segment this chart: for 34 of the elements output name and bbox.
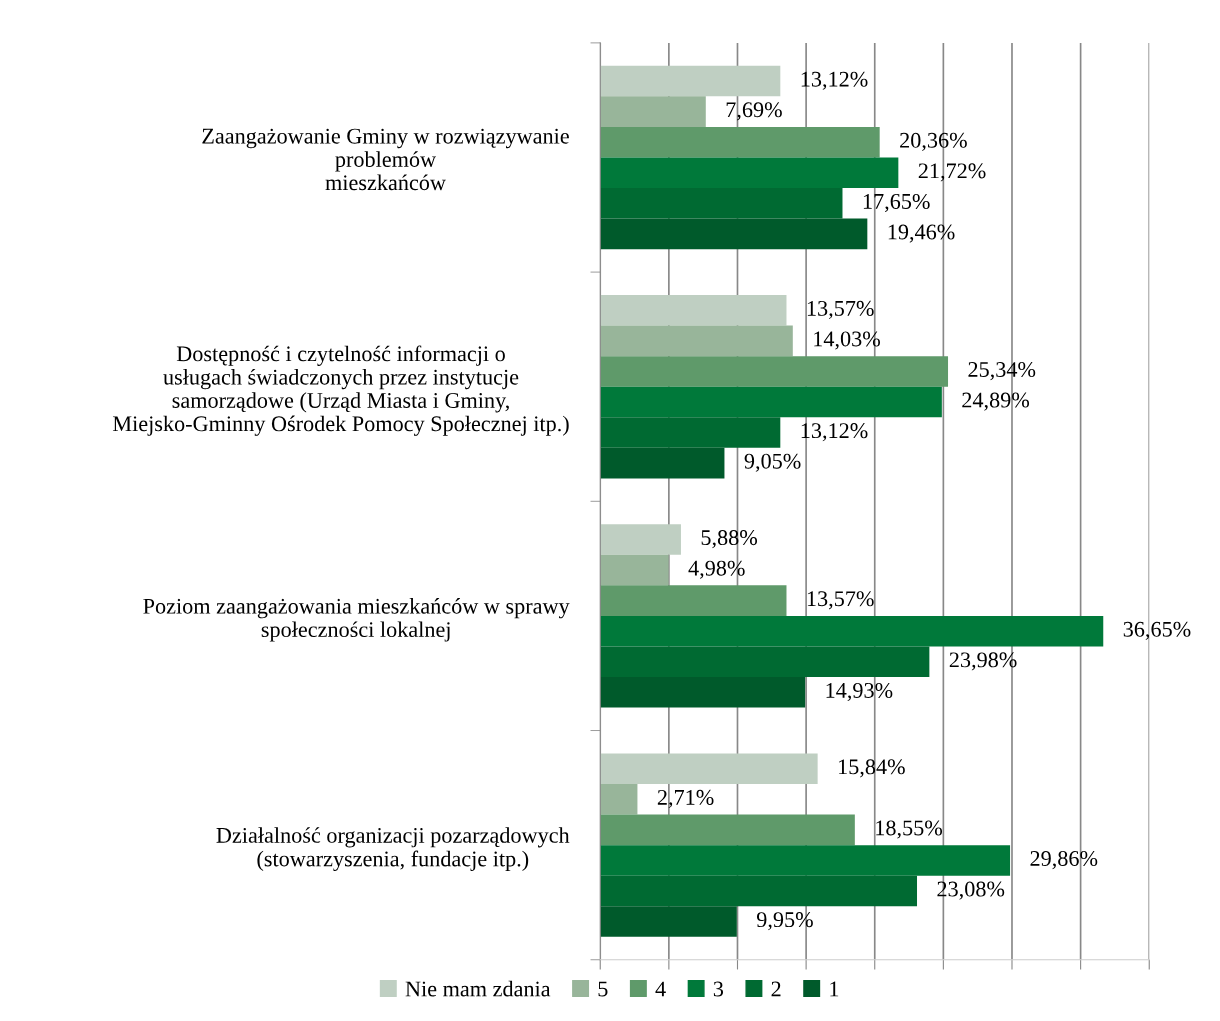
data-label: 2,71%: [657, 789, 714, 809]
y-tick-label: Zaangażowanie Gminy w rozwiązywanie problemów mieszkańców: [202, 128, 569, 191]
legend-label: 4: [655, 981, 666, 997]
legend-label: 2: [771, 981, 781, 997]
data-label: 17,65%: [863, 193, 930, 213]
data-label: 20,36%: [900, 132, 967, 151]
data-label: 5,88%: [701, 530, 758, 549]
data-label: 19,46%: [888, 224, 955, 243]
y-tick-label: Poziom zaangażowania mieszkańców w sprawy społeczności lokalnej: [143, 598, 570, 642]
data-label: 9,05%: [744, 453, 801, 472]
legend-label: 3: [713, 981, 724, 997]
data-label: 7,69%: [726, 102, 782, 121]
data-label: 21,72%: [918, 163, 986, 182]
data-label: 13,57%: [807, 300, 874, 320]
data-label: 25,34%: [968, 361, 1036, 381]
data-label: 15,84%: [839, 759, 905, 778]
y-tick-label: Dostępność i czytelność informacji o usługach świadczonych przez instytucje samorządowe (Urząd Miasta i Gminy, Miejsko-Gminny Ośrodek Pomocy Społecznej itp.): [112, 345, 569, 436]
data-label: 9,95%: [756, 912, 813, 931]
data-label: 18,55%: [876, 820, 943, 839]
legend-label: 5: [598, 981, 608, 997]
data-label: 14,93%: [826, 682, 893, 702]
data-label: 4,98%: [688, 560, 745, 579]
legend-label: Nie mam zdania: [405, 980, 551, 997]
y-tick-label: Działalność organizacji pozarządowych (stowarzyszenia, fundacje itp.): [216, 827, 570, 871]
data-label: 13,57%: [807, 591, 874, 610]
data-label: 24,89%: [962, 392, 1030, 411]
data-label: 23,98%: [949, 652, 1017, 671]
data-label: 29,86%: [1030, 850, 1098, 870]
data-label: 14,03%: [814, 331, 880, 350]
data-label: 13,12%: [801, 423, 868, 442]
data-label: 23,08%: [937, 881, 1005, 900]
legend-label: 1: [830, 981, 839, 997]
data-label: 36,65%: [1123, 621, 1191, 640]
data-label: 13,12%: [801, 71, 868, 90]
